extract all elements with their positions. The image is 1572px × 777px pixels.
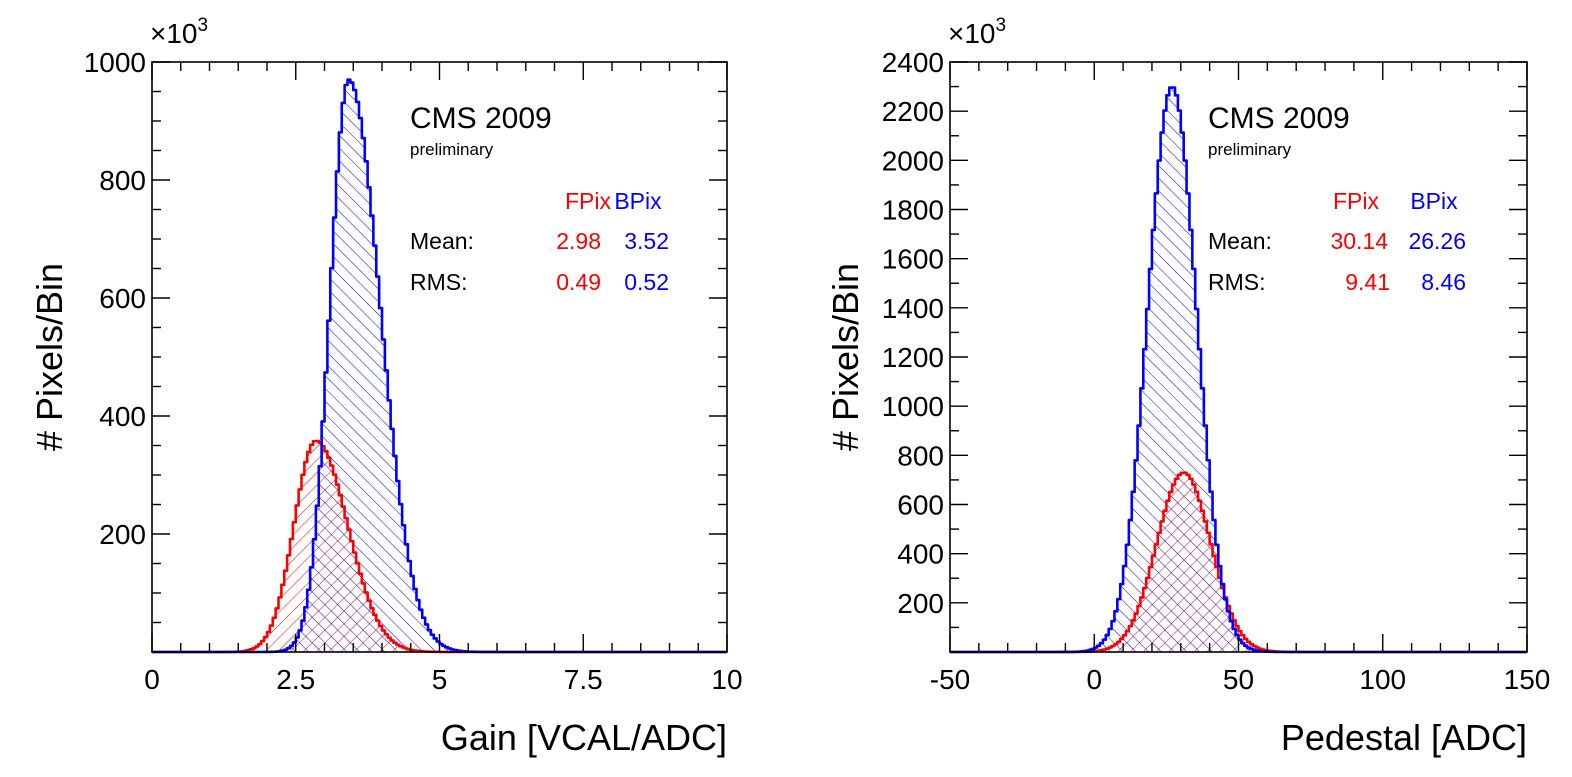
x-tick-label: 10 <box>711 664 742 695</box>
x-tick-label: 5 <box>432 664 448 695</box>
pedestal-panel: -50 0 50 100 150 200 400 600 800 1000 1200 1400 160… <box>825 15 1550 758</box>
y-tick-label: 1200 <box>882 342 944 373</box>
x-tick-labels: 0 2.5 5 7.5 10 <box>144 664 742 695</box>
legend-bpix-label: BPix <box>1410 188 1458 214</box>
y-axis-label: # Pixels/Bin <box>29 263 70 451</box>
fpix-histogram-line <box>950 471 1527 654</box>
y-tick-labels: 200 400 600 800 1000 1200 1400 1600 1800 2000 2200… <box>882 47 944 619</box>
fpix-histogram-fill <box>152 440 727 652</box>
x-axis-label: Gain [VCAL/ADC] <box>441 717 727 758</box>
chart-subtitle: preliminary <box>410 140 494 159</box>
x-axis-label: Pedestal [ADC] <box>1281 717 1527 758</box>
legend-bpix-label: BPix <box>614 188 662 214</box>
fpix-rms-value: 9.41 <box>1345 269 1390 295</box>
y-tick-label: 1800 <box>882 195 944 226</box>
bpix-histogram-fill <box>152 79 727 653</box>
bpix-mean-value: 3.52 <box>624 228 669 254</box>
bpix-histogram-fill <box>950 87 1527 652</box>
y-tick-label: 1400 <box>882 293 944 324</box>
histogram-outlines <box>950 86 1527 654</box>
y-tick-label: 800 <box>897 440 944 471</box>
bpix-histogram-line <box>950 86 1527 654</box>
axis-ticks <box>151 61 728 653</box>
x-tick-label: 0 <box>1086 664 1102 695</box>
x-tick-label: 2.5 <box>276 664 315 695</box>
stats-rms-label: RMS: <box>1208 269 1266 295</box>
y-tick-labels: 200 400 600 800 1000 <box>84 47 146 550</box>
y-tick-label: 800 <box>99 165 146 196</box>
y-multiplier: ×103 <box>150 15 208 49</box>
x-tick-label: 50 <box>1223 664 1254 695</box>
stats-mean-label: Mean: <box>1208 228 1272 254</box>
y-tick-label: 2200 <box>882 96 944 127</box>
chart-subtitle: preliminary <box>1208 140 1292 159</box>
x-tick-label: 100 <box>1359 664 1406 695</box>
y-tick-label: 600 <box>99 283 146 314</box>
fpix-histogram-line <box>152 439 727 654</box>
legend-fpix-label: FPix <box>1333 188 1380 214</box>
chart-title: CMS 2009 <box>410 102 552 135</box>
x-tick-label: 150 <box>1504 664 1551 695</box>
fpix-mean-value: 2.98 <box>556 228 601 254</box>
bpix-rms-value: 8.46 <box>1421 269 1466 295</box>
y-tick-label: 1000 <box>84 47 146 78</box>
bpix-rms-value: 0.52 <box>624 269 669 295</box>
x-tick-label: 7.5 <box>564 664 603 695</box>
stats-rms-label: RMS: <box>410 269 468 295</box>
y-tick-label: 2400 <box>882 47 944 78</box>
bpix-histogram-line <box>152 78 727 654</box>
y-tick-label: 200 <box>897 588 944 619</box>
fpix-rms-value: 0.49 <box>556 269 601 295</box>
x-tick-label: 0 <box>144 664 160 695</box>
y-tick-label: 600 <box>897 490 944 521</box>
y-tick-label: 1000 <box>882 391 944 422</box>
y-tick-label: 400 <box>99 401 146 432</box>
legend-fpix-label: FPix <box>565 188 612 214</box>
histogram-fills <box>950 87 1527 652</box>
x-tick-labels: -50 0 50 100 150 <box>930 664 1551 695</box>
y-tick-label: 2000 <box>882 145 944 176</box>
y-tick-label: 200 <box>99 519 146 550</box>
y-multiplier: ×103 <box>948 15 1006 49</box>
bpix-mean-value: 26.26 <box>1408 228 1466 254</box>
histogram-outlines <box>152 78 727 654</box>
fpix-mean-value: 30.14 <box>1330 228 1388 254</box>
y-tick-label: 1600 <box>882 244 944 275</box>
x-tick-label: -50 <box>930 664 970 695</box>
chart-title: CMS 2009 <box>1208 102 1350 135</box>
axis-ticks <box>949 61 1528 653</box>
y-tick-label: 400 <box>897 539 944 570</box>
histogram-fills <box>152 79 727 653</box>
stats-mean-label: Mean: <box>410 228 474 254</box>
gain-panel: 0 2.5 5 7.5 10 200 400 600 800 1000 ×103 # Pixel… <box>29 15 743 758</box>
y-axis-label: # Pixels/Bin <box>825 263 866 451</box>
